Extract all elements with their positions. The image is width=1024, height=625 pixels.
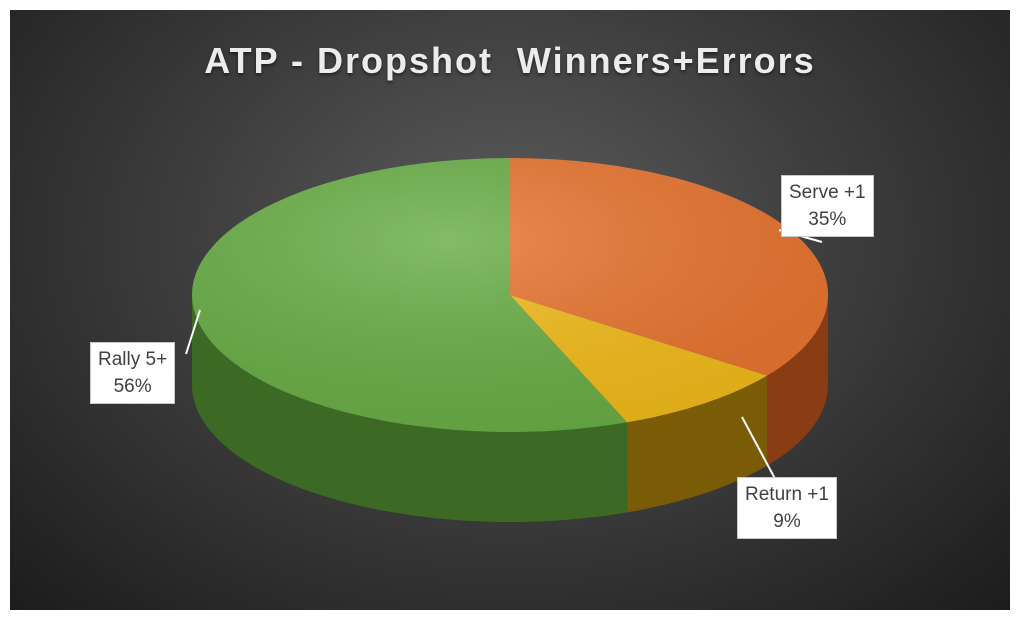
- leader-line-return-plus-1: [741, 416, 781, 489]
- data-label-serve-plus-1: Serve +1 35%: [781, 175, 874, 237]
- data-label-return-plus-1: Return +1 9%: [737, 477, 837, 539]
- data-label-rally-5-plus: Rally 5+ 56%: [90, 342, 176, 404]
- chart-area: ATP - Dropshot Winners+Errors Serve +1 3…: [10, 10, 1010, 610]
- pie-chart: [185, 158, 829, 523]
- chart-title: ATP - Dropshot Winners+Errors: [204, 40, 816, 81]
- leader-line-rally-5-plus: [185, 309, 201, 355]
- pie-side-rally-5-plus: [192, 295, 628, 523]
